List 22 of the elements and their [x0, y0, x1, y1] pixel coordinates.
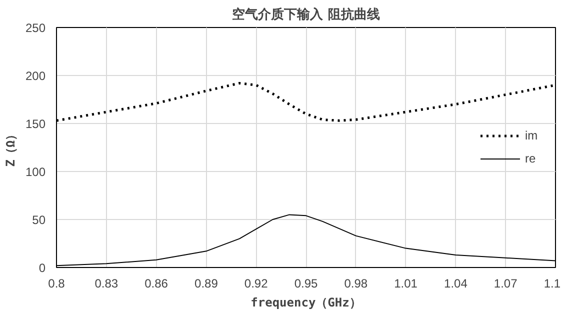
x-tick-label: 0.83: [94, 276, 118, 290]
x-tick-label: 0.89: [194, 276, 218, 290]
x-axis-title: frequency（GHz）: [250, 296, 362, 310]
x-tick-label: 0.92: [244, 276, 268, 290]
y-tick-label: 50: [32, 213, 46, 227]
y-axis-title: Z（Ω）: [3, 128, 18, 167]
chart-title: 空气介质下输入 阻抗曲线: [232, 6, 380, 22]
x-tick-label: 1.04: [444, 276, 468, 290]
y-tick-label: 200: [25, 69, 46, 83]
x-tick-label: 0.8: [48, 276, 66, 290]
x-tick-label: 1.07: [494, 276, 518, 290]
y-tick-label: 150: [25, 117, 46, 131]
y-tick-label: 100: [25, 165, 46, 179]
y-tick-label: 250: [25, 21, 46, 35]
x-tick-label: 0.95: [294, 276, 318, 290]
legend-label: re: [525, 152, 537, 166]
x-tick-label: 1.1: [544, 276, 561, 290]
legend-label: im: [525, 128, 539, 142]
y-tick-label: 0: [38, 261, 46, 275]
x-tick-label: 0.98: [344, 276, 368, 290]
x-tick-label: 0.86: [144, 276, 168, 290]
x-tick-label: 1.01: [394, 276, 418, 290]
